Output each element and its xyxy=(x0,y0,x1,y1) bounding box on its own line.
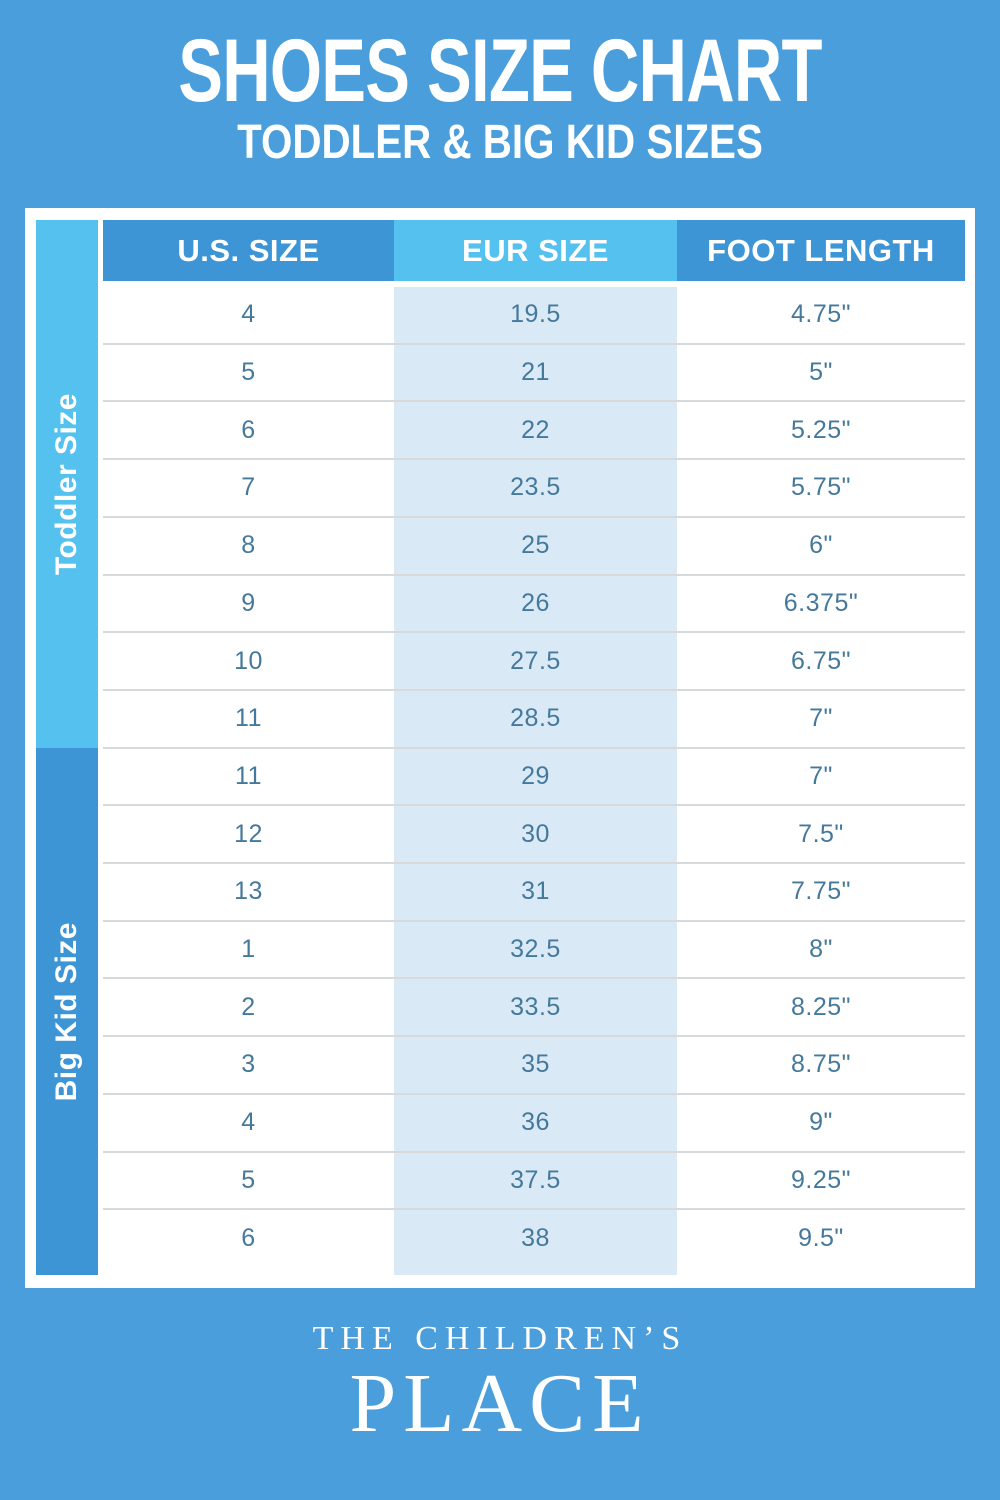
eur-size-cell: 28.5 xyxy=(394,690,677,747)
eur-size-cell: 30 xyxy=(394,806,677,863)
header-eur-size: EUR SIZE xyxy=(394,220,677,281)
us-size-cell: 6 xyxy=(241,1223,256,1252)
us-size-cell: 11 xyxy=(235,761,262,790)
foot-length-cell: 9.25" xyxy=(790,1165,852,1194)
brand-logo-line1: THE CHILDREN’S xyxy=(312,1320,688,1357)
us-size-cell: 4 xyxy=(241,300,256,329)
table-bottom-pad xyxy=(103,1266,965,1275)
size-chart-card: Toddler Size Big Kid Size U.S. SIZE EUR … xyxy=(25,208,975,1288)
us-size-cell: 11 xyxy=(235,704,262,733)
us-size-cell: 5 xyxy=(241,358,256,387)
table-row: 4 36 9" xyxy=(103,1092,965,1151)
eur-size-cell: 31 xyxy=(394,864,677,920)
eur-size-cell: 19.5 xyxy=(394,287,677,343)
foot-length-cell: 8" xyxy=(809,935,833,964)
foot-length-cell: 6.75" xyxy=(790,646,852,675)
table-row: 7 23.5 5.75" xyxy=(103,458,965,516)
foot-length-cell: 7" xyxy=(809,761,833,790)
foot-length-cell: 5.75" xyxy=(790,473,852,502)
size-group-strip: Toddler Size Big Kid Size xyxy=(36,220,98,1275)
table-row: 3 35 8.75" xyxy=(103,1035,965,1093)
table-body: 4 19.5 4.75" 5 21 5" 6 22 5.25" 7 23.5 5.75" 8 25 6" 9 2… xyxy=(103,287,965,1266)
foot-length-cell: 8.25" xyxy=(790,992,852,1021)
eur-size-cell: 21 xyxy=(394,344,677,401)
table-row: 6 22 5.25" xyxy=(103,400,965,459)
foot-length-cell: 6" xyxy=(809,531,833,560)
eur-size-cell: 25 xyxy=(394,517,677,574)
header-us-size: U.S. SIZE xyxy=(103,220,394,281)
foot-length-cell: 6.375" xyxy=(783,588,859,617)
table-row: 10 27.5 6.75" xyxy=(103,631,965,689)
eur-size-cell: 33.5 xyxy=(394,979,677,1036)
brand-logo-line2: PLACE xyxy=(349,1357,651,1450)
table-row: 1 32.5 8" xyxy=(103,919,965,978)
table-row: 8 25 6" xyxy=(103,515,965,574)
eur-size-cell: 37.5 xyxy=(394,1152,677,1209)
size-table: U.S. SIZE EUR SIZE FOOT LENGTH 4 19.5 4.75… xyxy=(103,220,965,1275)
eur-size-cell: 27.5 xyxy=(394,633,677,689)
us-size-cell: 2 xyxy=(241,992,256,1021)
eur-size-cell: 36 xyxy=(394,1094,677,1151)
us-size-cell: 13 xyxy=(234,877,263,906)
foot-length-cell: 4.75" xyxy=(790,300,852,329)
group-band-toddler: Toddler Size xyxy=(36,220,98,748)
table-row: 9 26 6.375" xyxy=(103,573,965,632)
eur-size-cell: 38 xyxy=(394,1210,677,1266)
us-size-cell: 5 xyxy=(241,1165,256,1194)
us-size-cell: 9 xyxy=(241,588,256,617)
eur-column-pad xyxy=(394,1266,677,1275)
eur-size-cell: 32.5 xyxy=(394,921,677,978)
foot-length-cell: 7.75" xyxy=(790,877,852,906)
table-row: 5 37.5 9.25" xyxy=(103,1150,965,1209)
group-band-big-kid: Big Kid Size xyxy=(36,748,98,1275)
foot-length-cell: 7" xyxy=(809,704,833,733)
foot-length-cell: 5" xyxy=(809,358,833,387)
eur-size-cell: 35 xyxy=(394,1037,677,1093)
table-row: 11 29 7" xyxy=(103,746,965,805)
us-size-cell: 1 xyxy=(241,935,256,964)
table-row: 12 30 7.5" xyxy=(103,804,965,863)
table-row: 5 21 5" xyxy=(103,342,965,401)
table-row: 4 19.5 4.75" xyxy=(103,287,965,343)
us-size-cell: 10 xyxy=(234,646,263,675)
page-subtitle: TODDLER & BIG KID SIZES xyxy=(237,116,763,169)
us-size-cell: 7 xyxy=(241,473,256,502)
table-header-row: U.S. SIZE EUR SIZE FOOT LENGTH xyxy=(103,220,965,281)
foot-length-cell: 9" xyxy=(809,1108,833,1137)
eur-size-cell: 29 xyxy=(394,748,677,805)
us-size-cell: 12 xyxy=(234,819,263,848)
page-title: SHOES SIZE CHART xyxy=(178,20,822,121)
table-row: 13 31 7.75" xyxy=(103,862,965,920)
foot-length-cell: 9.5" xyxy=(798,1223,844,1252)
eur-size-cell: 22 xyxy=(394,402,677,459)
table-row: 2 33.5 8.25" xyxy=(103,977,965,1036)
us-size-cell: 4 xyxy=(241,1108,256,1137)
table-row: 6 38 9.5" xyxy=(103,1208,965,1266)
brand-logo: THE CHILDREN’S PLACE xyxy=(0,1322,1000,1446)
foot-length-cell: 7.5" xyxy=(798,819,844,848)
eur-size-cell: 23.5 xyxy=(394,460,677,516)
us-size-cell: 8 xyxy=(241,531,256,560)
foot-length-cell: 8.75" xyxy=(790,1050,852,1079)
group-label-big-kid: Big Kid Size xyxy=(50,921,83,1102)
header-foot-length: FOOT LENGTH xyxy=(677,220,965,281)
us-size-cell: 3 xyxy=(241,1050,256,1079)
group-label-toddler: Toddler Size xyxy=(50,392,83,576)
eur-size-cell: 26 xyxy=(394,575,677,632)
foot-length-cell: 5.25" xyxy=(790,415,852,444)
table-row: 11 28.5 7" xyxy=(103,688,965,747)
us-size-cell: 6 xyxy=(241,415,256,444)
